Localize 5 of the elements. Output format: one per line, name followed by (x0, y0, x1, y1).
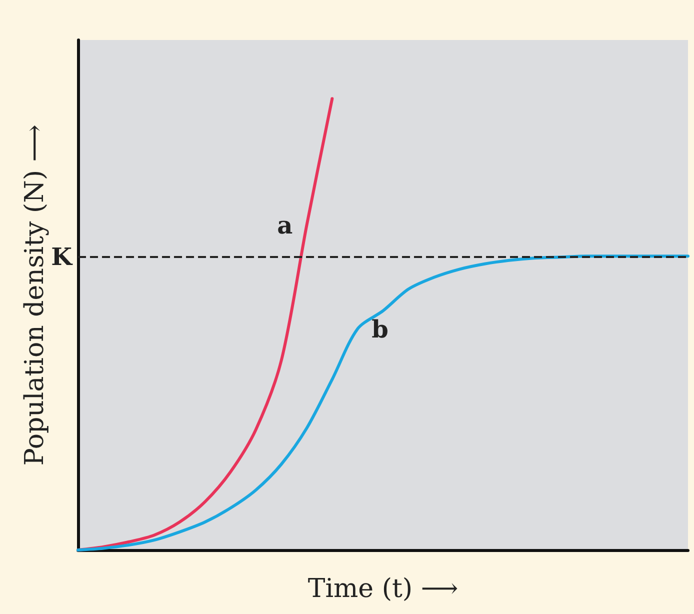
x-axis-title: Time (t) ⟶ (308, 574, 458, 604)
ref-line-label: K (51, 242, 74, 272)
series-label: a (277, 210, 293, 240)
series-label: b (372, 314, 388, 344)
y-axis-title: Population density (N) ⟶ (20, 124, 50, 466)
